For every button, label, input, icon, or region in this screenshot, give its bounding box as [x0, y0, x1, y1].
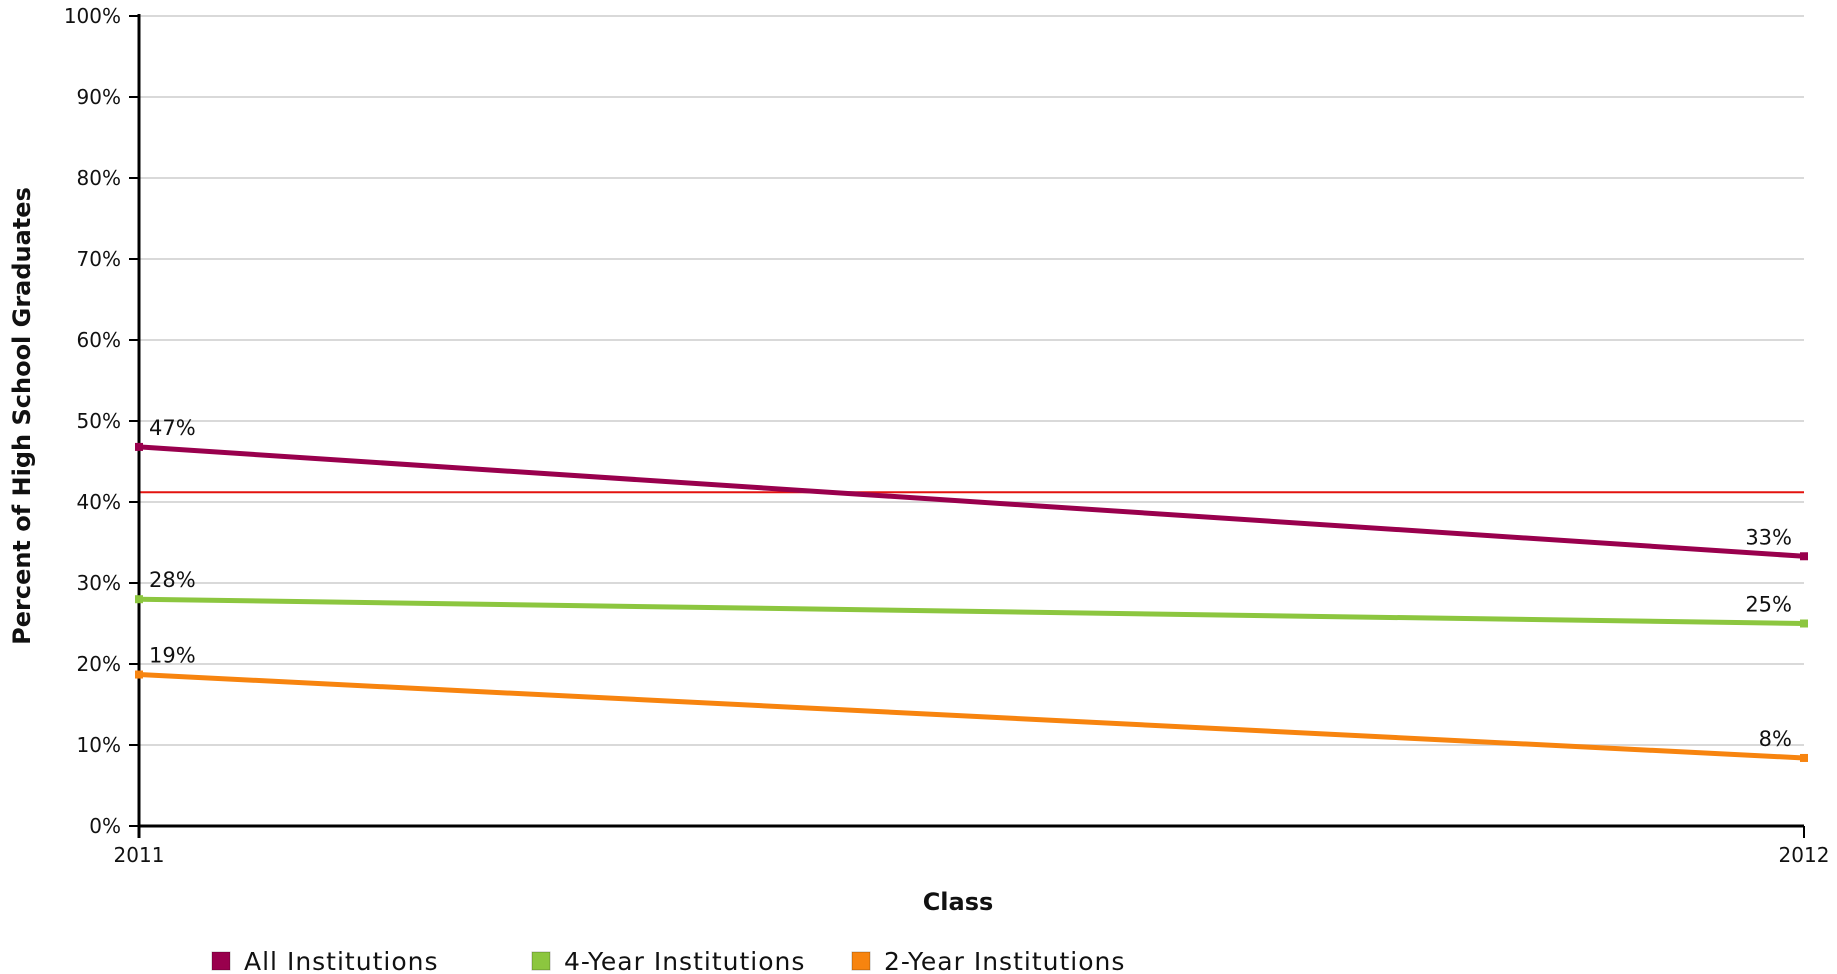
- y-tick-label: 80%: [77, 166, 121, 190]
- y-tick-label: 50%: [77, 409, 121, 433]
- legend-item: 4-Year Institutions: [531, 947, 805, 974]
- series-lines: [135, 442, 1808, 762]
- legend-swatch: [851, 951, 871, 971]
- y-tick-label: 0%: [89, 814, 121, 838]
- data-label: 19%: [149, 644, 196, 668]
- data-label: 25%: [1745, 593, 1792, 617]
- legend-item: All Institutions: [211, 947, 439, 974]
- x-tick-labels: 2011 2012: [114, 843, 1830, 867]
- legend-label: 2-Year Institutions: [884, 947, 1125, 974]
- y-axis-title: Percent of High School Graduates: [8, 187, 36, 645]
- y-tick-label: 40%: [77, 490, 121, 514]
- y-tick-label: 60%: [77, 328, 121, 352]
- series-line: [138, 672, 1805, 761]
- x-tick-label: 2012: [1779, 843, 1830, 867]
- y-tick-label: 10%: [77, 733, 121, 757]
- x-tick-label: 2011: [114, 843, 165, 867]
- legend-label: 4-Year Institutions: [564, 947, 805, 974]
- series-line: [138, 596, 1805, 626]
- y-tick-label: 90%: [77, 85, 121, 109]
- series-line: [138, 444, 1805, 559]
- y-tick-label: 70%: [77, 247, 121, 271]
- legend-item: 2-Year Institutions: [851, 947, 1125, 974]
- y-tick-label: 100%: [64, 4, 121, 28]
- x-axis-title: Class: [923, 888, 994, 916]
- legend: All Institutions 4-Year Institutions 2-Yea…: [211, 947, 1125, 974]
- y-tick-label: 30%: [77, 571, 121, 595]
- y-tick-labels: 0% 10% 20% 30% 40% 50% 60% 70% 80% 90% 100%: [64, 4, 121, 838]
- y-tick-label: 20%: [77, 652, 121, 676]
- data-point: [1800, 753, 1808, 762]
- data-label: 8%: [1759, 727, 1792, 751]
- axes: [129, 14, 1805, 838]
- data-point: [1800, 619, 1808, 628]
- grid-lines: [139, 15, 1804, 746]
- legend-swatch: [211, 951, 231, 971]
- data-point: [135, 670, 143, 679]
- data-label: 33%: [1745, 525, 1792, 549]
- data-labels: 47% 33% 28% 25% 19% 8%: [149, 416, 1792, 751]
- data-label: 28%: [149, 568, 196, 592]
- data-label: 47%: [149, 416, 196, 440]
- legend-label: All Institutions: [244, 947, 439, 974]
- data-point: [1800, 552, 1808, 561]
- legend-swatch: [531, 951, 551, 971]
- data-point: [135, 442, 143, 451]
- data-point: [135, 595, 143, 604]
